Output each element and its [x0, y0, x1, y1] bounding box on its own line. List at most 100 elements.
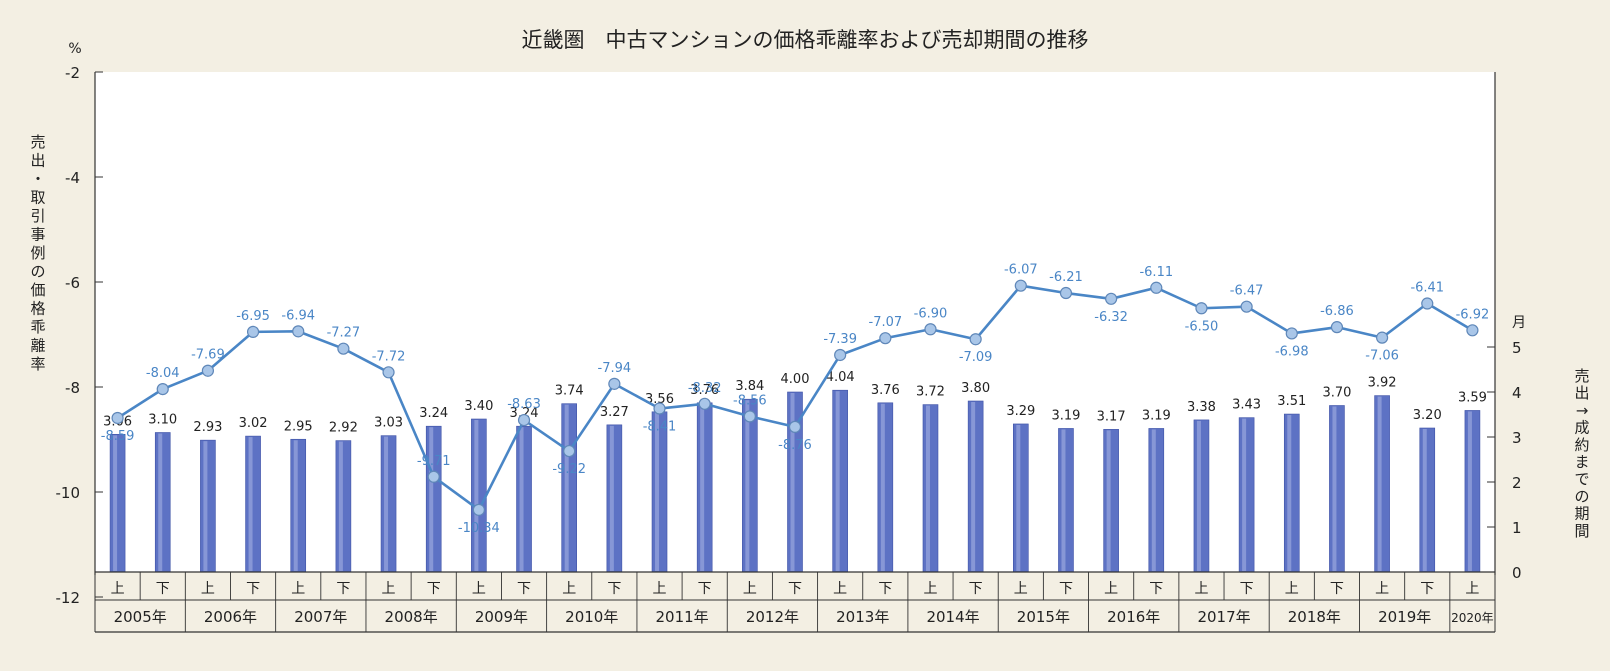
bar [1193, 419, 1210, 573]
bar [425, 425, 442, 573]
half-label: 上 [743, 581, 757, 597]
line-data-label: -6.07 [1004, 263, 1038, 278]
left-axis-label-char: 事 [30, 226, 45, 244]
bar [109, 433, 126, 573]
half-label: 下 [969, 581, 983, 597]
half-label: 上 [1285, 581, 1299, 597]
bar-data-label: 3.76 [871, 383, 900, 398]
bar-data-label: 3.19 [1051, 408, 1080, 423]
left-axis-label-char: 売 [30, 133, 45, 151]
half-label: 下 [427, 581, 441, 597]
line-data-label: -6.11 [1139, 265, 1173, 280]
left-axis-tick-label: -6 [65, 274, 80, 292]
year-label: 2005年 [114, 608, 167, 626]
bar-highlight [609, 425, 614, 571]
line-data-label: -6.50 [1185, 319, 1219, 334]
year-label: 2020年 [1451, 611, 1494, 625]
half-label: 下 [156, 581, 170, 597]
bar-highlight [971, 402, 976, 571]
line-marker [1466, 324, 1479, 337]
line-marker [1195, 302, 1208, 315]
line-data-label: -7.06 [1365, 349, 1399, 364]
right-axis-tick-label: 5 [1512, 339, 1522, 357]
right-axis-unit: 月 [1512, 315, 1526, 331]
half-label: 下 [878, 581, 892, 597]
bar-data-label: 3.40 [464, 399, 493, 414]
bar-highlight [293, 440, 298, 571]
line-data-label: -7.09 [959, 350, 993, 365]
left-axis-label-char: 引 [30, 207, 45, 225]
bar-highlight [384, 436, 389, 571]
half-label: 上 [1375, 581, 1389, 597]
line-data-label: -6.95 [236, 309, 270, 324]
bar [200, 439, 216, 573]
right-axis-tick-label: 1 [1512, 519, 1522, 537]
line-marker [1421, 297, 1434, 310]
half-label: 上 [291, 581, 305, 597]
bar-highlight [835, 391, 840, 571]
bar [245, 435, 261, 573]
line-marker [246, 325, 260, 338]
bar [380, 435, 397, 573]
left-axis-label-char: 取 [30, 189, 45, 207]
line-data-label: -6.94 [281, 308, 315, 323]
half-label: 下 [607, 581, 621, 597]
left-axis-label-char: 価 [30, 281, 45, 299]
bar [1419, 427, 1436, 573]
half-label: 上 [653, 581, 667, 597]
line-data-label: -8.04 [146, 366, 180, 381]
bar-highlight [474, 420, 479, 571]
bar [967, 400, 984, 573]
line-data-label: -7.69 [191, 348, 225, 363]
right-axis-label-char: 約 [1574, 436, 1589, 454]
bar [696, 402, 713, 573]
year-label: 2016年 [1107, 608, 1160, 626]
bar-data-label: 3.59 [1458, 390, 1487, 405]
half-label: 下 [698, 581, 712, 597]
bar-highlight [429, 427, 434, 571]
right-axis-label-char: 出 [1574, 384, 1589, 402]
line-data-label: -6.90 [914, 306, 948, 321]
left-axis-label-char: 例 [30, 244, 45, 262]
bar-highlight [925, 405, 930, 571]
left-axis-tick-label: -4 [65, 169, 80, 187]
line-data-label: -7.27 [327, 326, 361, 341]
line-marker [653, 402, 666, 415]
bar [1103, 429, 1119, 573]
line-marker [608, 377, 621, 390]
right-axis-tick-label: 4 [1512, 384, 1522, 402]
bar [922, 404, 939, 573]
bar-highlight [1377, 396, 1382, 571]
bar-highlight [1287, 415, 1292, 571]
bar-highlight [1196, 420, 1201, 571]
half-label: 上 [472, 581, 486, 597]
right-axis-label-char: の [1574, 487, 1589, 505]
line-data-label: -8.41 [643, 420, 677, 435]
line-marker [563, 444, 576, 458]
bar-data-label: 2.93 [193, 420, 222, 435]
half-label: 上 [923, 581, 937, 597]
bar-data-label: 4.00 [781, 372, 810, 387]
line-data-label: -7.72 [372, 349, 406, 364]
half-label: 上 [382, 581, 396, 597]
left-axis-label-char: の [30, 263, 45, 281]
left-axis-tick-label: -8 [65, 379, 80, 397]
line-data-label: -9.22 [552, 462, 586, 477]
right-axis-tick-label: 3 [1512, 429, 1522, 447]
bar [154, 432, 171, 573]
left-axis-label-char: 離 [30, 337, 45, 355]
year-label: 2019年 [1378, 608, 1431, 626]
year-label: 2017年 [1197, 608, 1250, 626]
bar-data-label: 3.70 [1322, 386, 1351, 401]
year-label: 2018年 [1288, 608, 1341, 626]
bar-highlight [1422, 429, 1427, 571]
bar-highlight [203, 441, 208, 571]
line-data-label: -6.92 [1456, 307, 1490, 322]
line-data-label: -8.76 [778, 438, 812, 453]
bar [1464, 410, 1481, 573]
half-label: 下 [788, 581, 802, 597]
bar [335, 440, 352, 573]
bar-highlight [1151, 429, 1156, 571]
line-data-label: -10.34 [458, 521, 500, 536]
bar-highlight [1106, 430, 1111, 571]
